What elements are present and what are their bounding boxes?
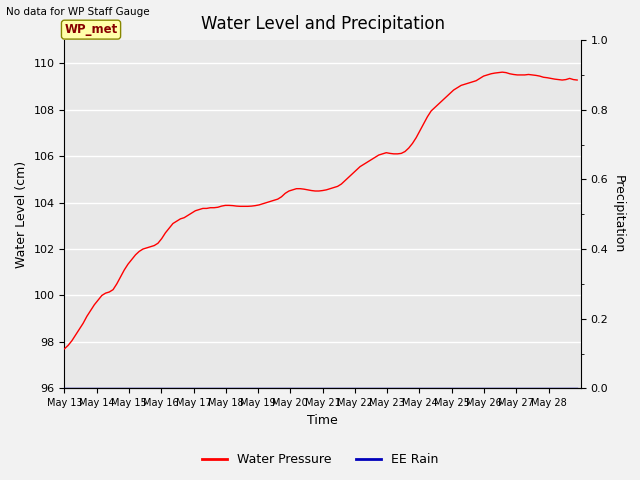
Title: Water Level and Precipitation: Water Level and Precipitation [200, 15, 445, 33]
Y-axis label: Water Level (cm): Water Level (cm) [15, 161, 28, 268]
Text: No data for WP Staff Gauge: No data for WP Staff Gauge [6, 7, 150, 17]
Text: WP_met: WP_met [65, 23, 118, 36]
Y-axis label: Precipitation: Precipitation [612, 175, 625, 253]
Legend: Water Pressure, EE Rain: Water Pressure, EE Rain [196, 448, 444, 471]
X-axis label: Time: Time [307, 414, 338, 427]
